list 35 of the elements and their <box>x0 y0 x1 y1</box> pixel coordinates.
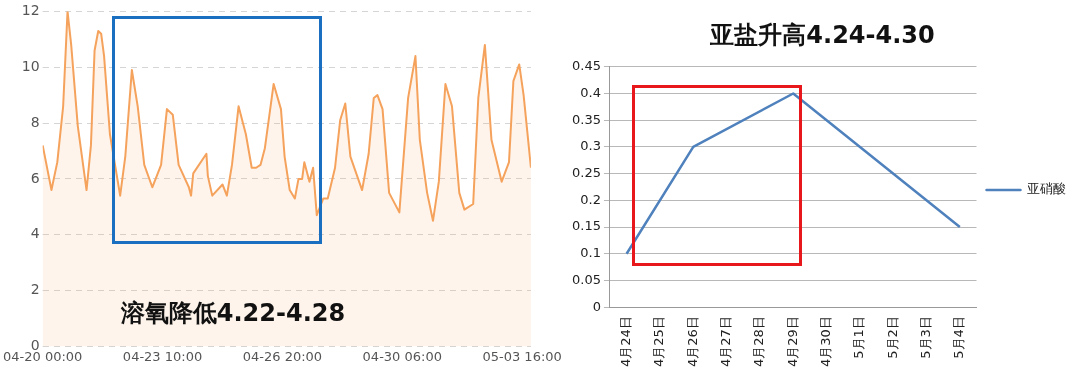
y-tick-label: 0.3 <box>580 138 601 154</box>
x-tick-label: 4月28日 <box>751 316 767 368</box>
annotation: 溶氧降低4.22-4.28 <box>119 298 346 327</box>
x-tick-label: 4月25日 <box>651 316 667 368</box>
y-tick-label: 12 <box>21 2 40 19</box>
x-tick-label: 04-26 20:00 <box>242 348 323 364</box>
x-tick-label: 04-20 00:00 <box>3 348 83 364</box>
y-tick-label: 4 <box>30 225 40 242</box>
x-tick-label: 05-03 16:00 <box>482 348 562 364</box>
y-tick-label: 0 <box>592 298 601 314</box>
x-tick-label: 04-30 06:00 <box>362 348 442 364</box>
chart-title: 亚盐升高4.24-4.30 <box>709 20 935 49</box>
x-tick-label: 4月27日 <box>717 316 733 368</box>
x-tick-label: 5月2日 <box>884 316 900 359</box>
x-tick-label: 4月29日 <box>784 316 800 368</box>
y-tick-label: 0.25 <box>571 165 601 181</box>
y-tick-label: 0.35 <box>571 111 601 127</box>
legend-label: 亚硝酸 <box>1027 181 1066 197</box>
y-tick-label: 0.05 <box>571 271 601 287</box>
y-tick-label: 0.15 <box>571 218 601 234</box>
y-tick-label: 8 <box>30 113 40 130</box>
y-tick-label: 0.1 <box>580 245 601 261</box>
y-tick-label: 0.45 <box>571 58 601 74</box>
x-tick-label: 4月24日 <box>617 316 633 368</box>
x-tick-label: 5月3日 <box>917 316 933 359</box>
x-tick-label: 04-23 10:00 <box>122 348 203 364</box>
x-tick-label: 5月1日 <box>851 316 867 359</box>
y-tick-label: 0.2 <box>580 191 601 207</box>
x-tick-label: 5月4日 <box>951 316 967 359</box>
x-tick-label: 4月26日 <box>684 316 700 368</box>
x-tick-label: 4月30日 <box>817 316 833 368</box>
y-tick-label: 10 <box>21 57 40 74</box>
y-tick-label: 0.4 <box>580 84 601 100</box>
y-tick-label: 2 <box>30 281 40 298</box>
y-tick-label: 6 <box>30 169 40 186</box>
